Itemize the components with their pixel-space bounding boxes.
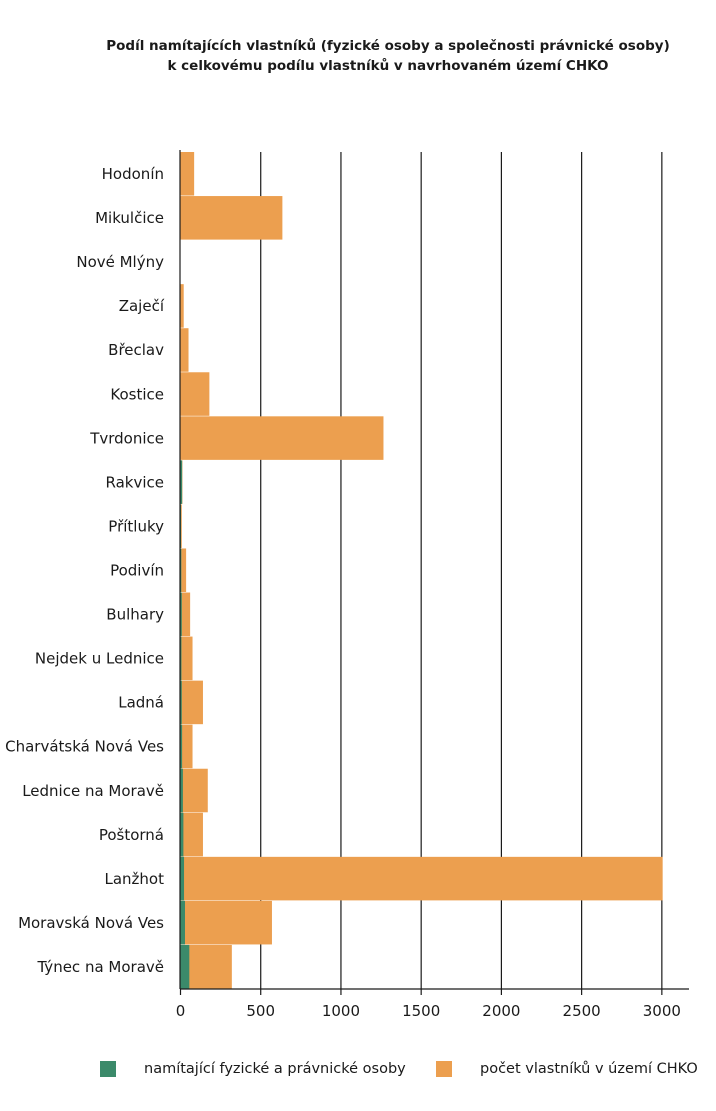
category-label-11: Nejdek u Lednice [35,650,164,668]
bar-objectors-11 [180,636,182,681]
bar-owners-13 [180,724,193,769]
bar-owners-0 [180,152,195,196]
bar-objectors-16 [180,856,185,901]
x-tick-label-3000: 3000 [643,1002,681,1020]
category-label-8: Přítluky [108,517,164,535]
bar-owners-12 [180,680,203,725]
category-label-18: Týnec na Moravě [36,958,164,976]
bar-owners-6 [180,416,384,460]
bar-objectors-18 [180,944,190,989]
legend-swatch-objectors [100,1061,116,1077]
x-tick-label-1500: 1500 [402,1002,440,1020]
category-label-5: Kostice [110,385,164,403]
bar-owners-17 [180,900,272,945]
bar-owners-8 [180,504,182,548]
legend-swatch-owners [436,1061,452,1077]
category-label-17: Moravská Nová Ves [18,914,164,932]
legend: namítající fyzické a právnické osoby poč… [0,1061,716,1085]
category-label-0: Hodonín [102,165,164,183]
bar-owners-14 [180,768,208,813]
bar-objectors-10 [180,592,182,637]
category-label-10: Bulhary [106,606,164,624]
category-label-6: Tvrdonice [89,429,164,447]
bar-owners-1 [180,196,283,240]
category-label-16: Lanžhot [105,870,165,888]
category-label-15: Poštorná [99,826,164,844]
chart-title-line-2: k celkovému podílu vlastníků v navrhovan… [167,58,609,74]
bar-objectors-12 [180,680,182,725]
bar-owners-9 [180,548,187,593]
x-tick-label-500: 500 [246,1002,275,1020]
bar-owners-16 [180,856,663,901]
bar-objectors-15 [180,812,184,857]
legend-label-objectors: namítající fyzické a právnické osoby [144,1061,406,1077]
bar-chart: Hodonín Mikulčice Nové Mlýny Zaječí Břeclav K… [5,150,689,1020]
legend-item-objectors: namítající fyzické a právnické osoby [100,1061,406,1077]
bar-objectors-9 [180,548,182,593]
category-label-4: Břeclav [108,341,164,359]
x-tick-label-2000: 2000 [482,1002,520,1020]
axes [179,150,689,995]
bar-objectors-13 [180,724,183,769]
bar-objectors-7 [180,460,183,504]
category-label-2: Nové Mlýny [76,253,164,271]
category-label-1: Mikulčice [95,209,164,227]
x-tick-label-0: 0 [176,1002,186,1020]
category-label-13: Charvátská Nová Ves [5,738,164,756]
bars [180,152,663,989]
bar-objectors-17 [180,900,185,945]
category-label-3: Zaječí [119,297,165,315]
category-label-9: Podivín [110,562,164,580]
category-label-14: Lednice na Moravě [22,782,164,800]
bar-owners-3 [180,284,184,328]
chart-title-line-1: Podíl namítajících vlastníků (fyzické os… [106,38,670,54]
bar-owners-10 [180,592,191,637]
grid-lines [260,152,663,989]
x-tick-label-2500: 2500 [563,1002,601,1020]
bar-owners-4 [180,328,189,372]
category-labels: Hodonín Mikulčice Nové Mlýny Zaječí Břeclav K… [5,165,165,976]
bar-owners-5 [180,372,210,416]
bar-owners-11 [180,636,193,681]
category-label-7: Rakvice [106,473,165,491]
bar-objectors-14 [180,768,183,813]
category-label-12: Ladná [118,694,164,712]
x-tick-label-1000: 1000 [322,1002,360,1020]
legend-label-owners: počet vlastníků v území CHKO [480,1061,698,1077]
chart-title: Podíl namítajících vlastníků (fyzické os… [60,36,716,76]
legend-item-owners: počet vlastníků v území CHKO [436,1061,698,1077]
x-tick-labels: 0 500 1000 1500 2000 2500 3000 [176,1002,681,1020]
bar-owners-15 [180,812,203,857]
